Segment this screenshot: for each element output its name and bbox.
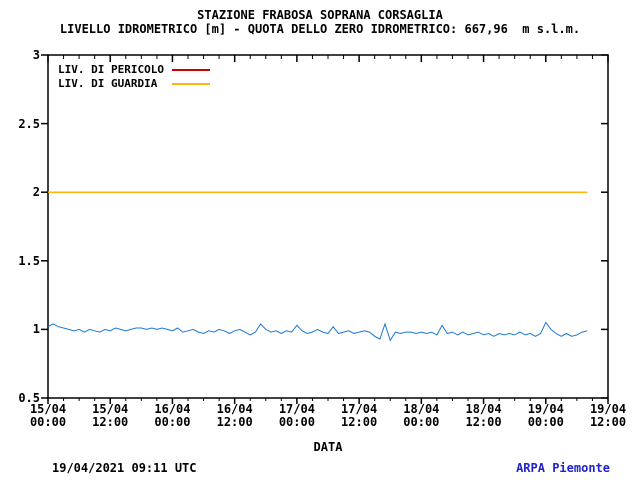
brand-label: ARPA Piemonte bbox=[516, 461, 610, 475]
x-tick-label: 15/04 12:00 bbox=[92, 402, 129, 429]
legend-item: LIV. DI GUARDIA bbox=[58, 77, 210, 91]
legend: LIV. DI PERICOLO LIV. DI GUARDIA bbox=[58, 63, 210, 91]
legend-line-swatch bbox=[172, 83, 210, 85]
x-tick-label: 17/04 12:00 bbox=[341, 402, 378, 429]
y-tick-label: 1.5 bbox=[18, 253, 40, 268]
legend-label: LIV. DI GUARDIA bbox=[58, 77, 158, 90]
data-line bbox=[47, 321, 588, 342]
x-tick-label: 18/04 12:00 bbox=[465, 402, 502, 429]
y-tick-label: 2 bbox=[32, 185, 40, 200]
x-tick-label: 17/04 00:00 bbox=[278, 402, 315, 429]
x-axis-title: DATA bbox=[313, 440, 343, 454]
generation-timestamp: 19/04/2021 09:11 UTC bbox=[52, 461, 197, 475]
legend-label: LIV. DI PERICOLO bbox=[58, 63, 164, 76]
x-tick-label: 18/04 00:00 bbox=[403, 402, 440, 429]
y-tick-label: 1 bbox=[32, 322, 40, 337]
legend-item: LIV. DI PERICOLO bbox=[58, 63, 210, 77]
y-tick-label: 2.5 bbox=[18, 116, 40, 131]
x-tick-label: 19/04 12:00 bbox=[589, 402, 627, 429]
x-tick-label: 16/04 12:00 bbox=[216, 402, 253, 429]
y-tick-label: 3 bbox=[32, 48, 40, 62]
x-tick-label: 15/04 00:00 bbox=[29, 402, 67, 429]
axis-frame bbox=[47, 54, 609, 399]
x-tick-label: 16/04 00:00 bbox=[154, 402, 191, 429]
chart-title: STAZIONE FRABOSA SOPRANA CORSAGLIA bbox=[197, 8, 443, 22]
legend-line-swatch bbox=[172, 69, 210, 71]
y-tick-label: 0.5 bbox=[18, 391, 40, 405]
chart-subtitle: LIVELLO IDROMETRICO [m] - QUOTA DELLO ZE… bbox=[59, 22, 581, 36]
x-tick-label: 19/04 00:00 bbox=[527, 402, 564, 429]
